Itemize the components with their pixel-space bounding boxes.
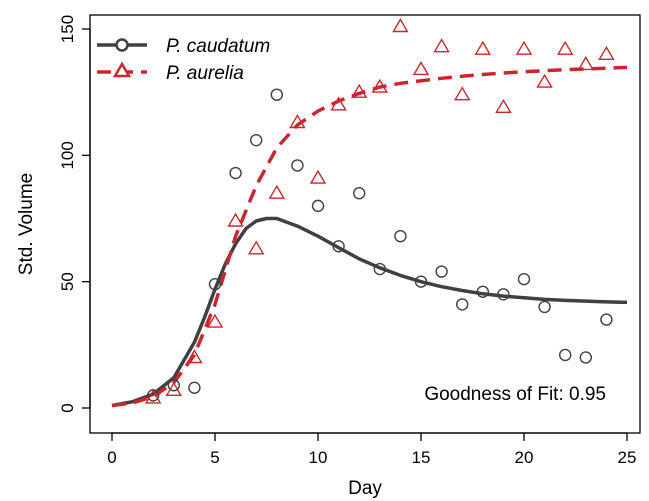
point-caudatum (208, 277, 222, 291)
point-aurelia (289, 114, 306, 129)
point-caudatum (600, 313, 613, 326)
x-tick-label: 10 (309, 448, 328, 467)
y-tick-label: 150 (58, 15, 77, 43)
point-aurelia (412, 61, 430, 76)
point-caudatum (250, 133, 263, 147)
point-aurelia (474, 40, 492, 55)
y-tick-label: 50 (58, 272, 77, 291)
point-caudatum (353, 187, 366, 200)
x-tick-label: 15 (412, 448, 431, 467)
point-aurelia (495, 98, 512, 114)
legend: P. caudatum P. aurelia (97, 36, 270, 84)
point-aurelia (453, 86, 471, 101)
x-axis: 0 5 10 15 20 25 (107, 432, 637, 467)
data-points (144, 18, 615, 404)
point-caudatum (456, 298, 469, 311)
point-aurelia (165, 381, 183, 396)
fit-line-aurelia (111, 65, 628, 408)
fit-lines (111, 65, 628, 408)
point-caudatum (579, 351, 592, 364)
x-tick-label: 20 (515, 448, 534, 467)
point-caudatum (167, 379, 181, 392)
point-aurelia (309, 169, 327, 184)
x-tick-label: 25 (618, 448, 637, 467)
goodness-of-fit-annotation: Goodness of Fit: 0.95 (424, 384, 606, 405)
point-aurelia (433, 38, 450, 53)
y-tick-label: 0 (58, 403, 77, 412)
point-caudatum (435, 265, 448, 278)
point-caudatum (188, 381, 201, 394)
point-caudatum (559, 348, 572, 362)
legend-label-aurelia: P. aurelia (166, 63, 244, 84)
x-tick-label: 5 (210, 448, 219, 467)
y-tick-label: 100 (58, 141, 77, 169)
point-aurelia (536, 73, 553, 88)
point-caudatum (332, 240, 345, 253)
point-caudatum (291, 159, 304, 172)
point-caudatum (414, 275, 428, 288)
point-caudatum (517, 272, 531, 286)
legend-marker-aurelia (112, 61, 132, 78)
legend-label-caudatum: P. caudatum (166, 36, 270, 57)
point-caudatum (229, 166, 242, 180)
legend-marker-caudatum (115, 38, 129, 52)
point-aurelia (515, 40, 533, 55)
point-caudatum (538, 300, 551, 314)
point-caudatum (394, 229, 407, 243)
point-caudatum (497, 288, 510, 301)
x-tick-label: 0 (107, 448, 116, 467)
y-axis-label: Std. Volume (16, 173, 37, 275)
point-aurelia (330, 96, 347, 111)
point-aurelia (556, 40, 574, 55)
point-aurelia (247, 240, 265, 255)
point-aurelia (186, 349, 203, 364)
point-caudatum (270, 88, 283, 101)
y-axis: 0 50 100 150 (58, 15, 91, 413)
x-axis-label: Day (348, 478, 382, 499)
point-aurelia (350, 83, 368, 98)
point-aurelia (206, 313, 224, 328)
point-aurelia (144, 389, 162, 404)
point-caudatum (476, 285, 489, 298)
point-aurelia (371, 78, 389, 93)
point-aurelia (598, 45, 615, 60)
point-caudatum (373, 262, 386, 276)
fit-line-caudatum (111, 216, 628, 408)
point-aurelia (268, 184, 286, 199)
point-aurelia (392, 18, 409, 33)
point-caudatum (311, 199, 325, 213)
point-aurelia (577, 56, 595, 71)
point-aurelia (227, 212, 244, 227)
